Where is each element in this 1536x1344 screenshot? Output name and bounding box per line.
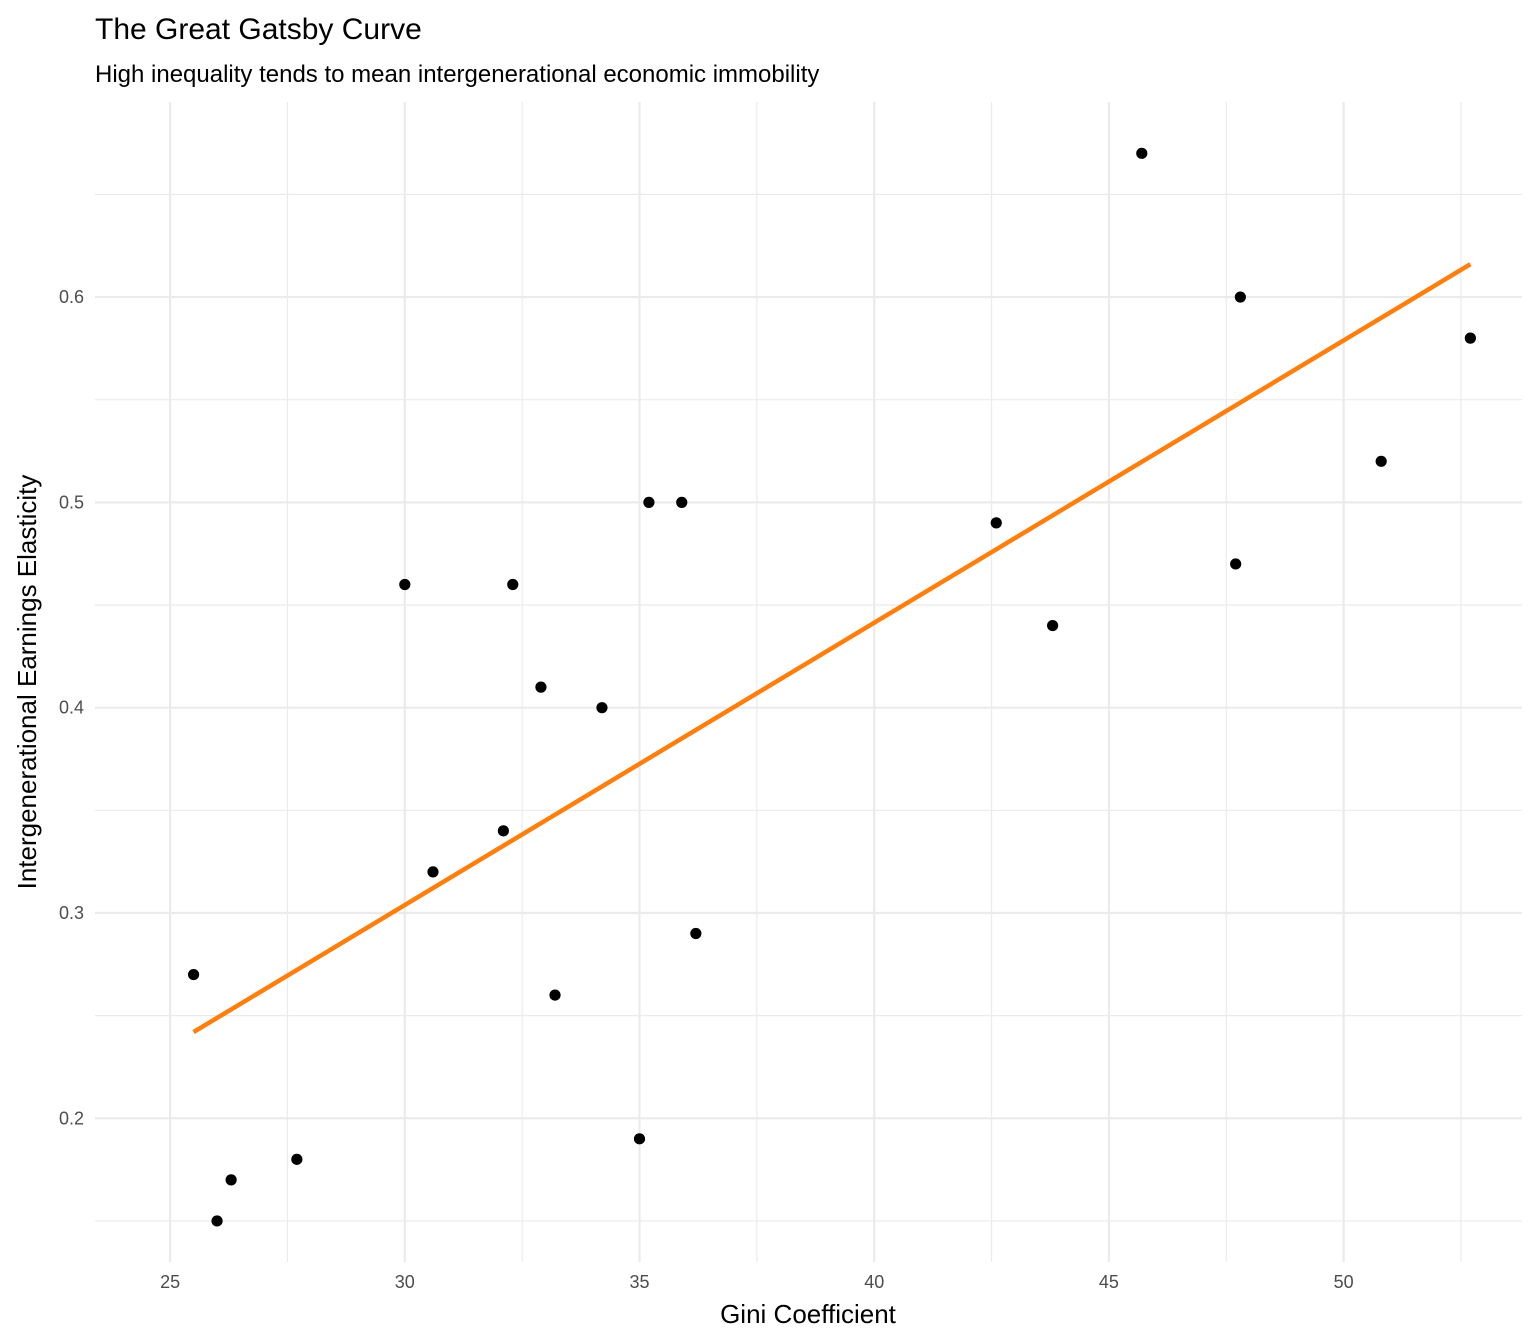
- data-point: [1375, 455, 1387, 467]
- data-point: [1464, 332, 1476, 344]
- data-point: [596, 702, 608, 714]
- data-point: [535, 681, 547, 693]
- y-tick-label: 0.2: [59, 1108, 84, 1128]
- data-point: [225, 1174, 237, 1186]
- data-point: [1046, 619, 1059, 632]
- data-point: [990, 517, 1002, 529]
- x-tick-label: 50: [1334, 1272, 1354, 1292]
- chart-subtitle: High inequality tends to mean intergener…: [95, 61, 819, 88]
- data-points: [187, 147, 1476, 1227]
- x-axis-title: Gini Coefficient: [720, 1299, 897, 1329]
- data-point: [187, 968, 200, 981]
- grid-lines: [95, 102, 1522, 1262]
- data-point: [676, 496, 688, 508]
- data-point: [690, 927, 702, 940]
- data-point: [1230, 558, 1242, 570]
- regression-line-group: [192, 262, 1472, 1034]
- data-point: [427, 866, 439, 878]
- y-tick-label: 0.3: [59, 903, 84, 923]
- y-axis-ticks: 0.2 0.3 0.4 0.5 0.6: [59, 287, 84, 1128]
- x-tick-label: 30: [395, 1272, 415, 1292]
- data-point: [549, 989, 561, 1001]
- data-point: [633, 1133, 646, 1145]
- x-axis-ticks: 25 30 35 40 45 50: [160, 1272, 1354, 1292]
- data-point: [1234, 291, 1246, 303]
- data-point: [211, 1215, 223, 1227]
- x-tick-label: 45: [1099, 1272, 1119, 1292]
- y-tick-label: 0.4: [59, 698, 84, 718]
- y-tick-label: 0.6: [59, 287, 84, 307]
- y-tick-label: 0.5: [59, 492, 84, 512]
- chart-title: The Great Gatsby Curve: [95, 13, 422, 46]
- data-point: [507, 578, 519, 591]
- x-tick-label: 25: [160, 1272, 180, 1292]
- data-point: [399, 578, 411, 591]
- data-point: [291, 1153, 303, 1165]
- x-tick-label: 35: [629, 1272, 649, 1292]
- x-tick-label: 40: [864, 1272, 884, 1292]
- data-point: [497, 825, 509, 837]
- data-point: [1136, 147, 1148, 159]
- data-point: [643, 496, 655, 508]
- regression-line: [192, 262, 1472, 1034]
- y-axis-title: Intergenerational Earnings Elasticity: [12, 475, 42, 890]
